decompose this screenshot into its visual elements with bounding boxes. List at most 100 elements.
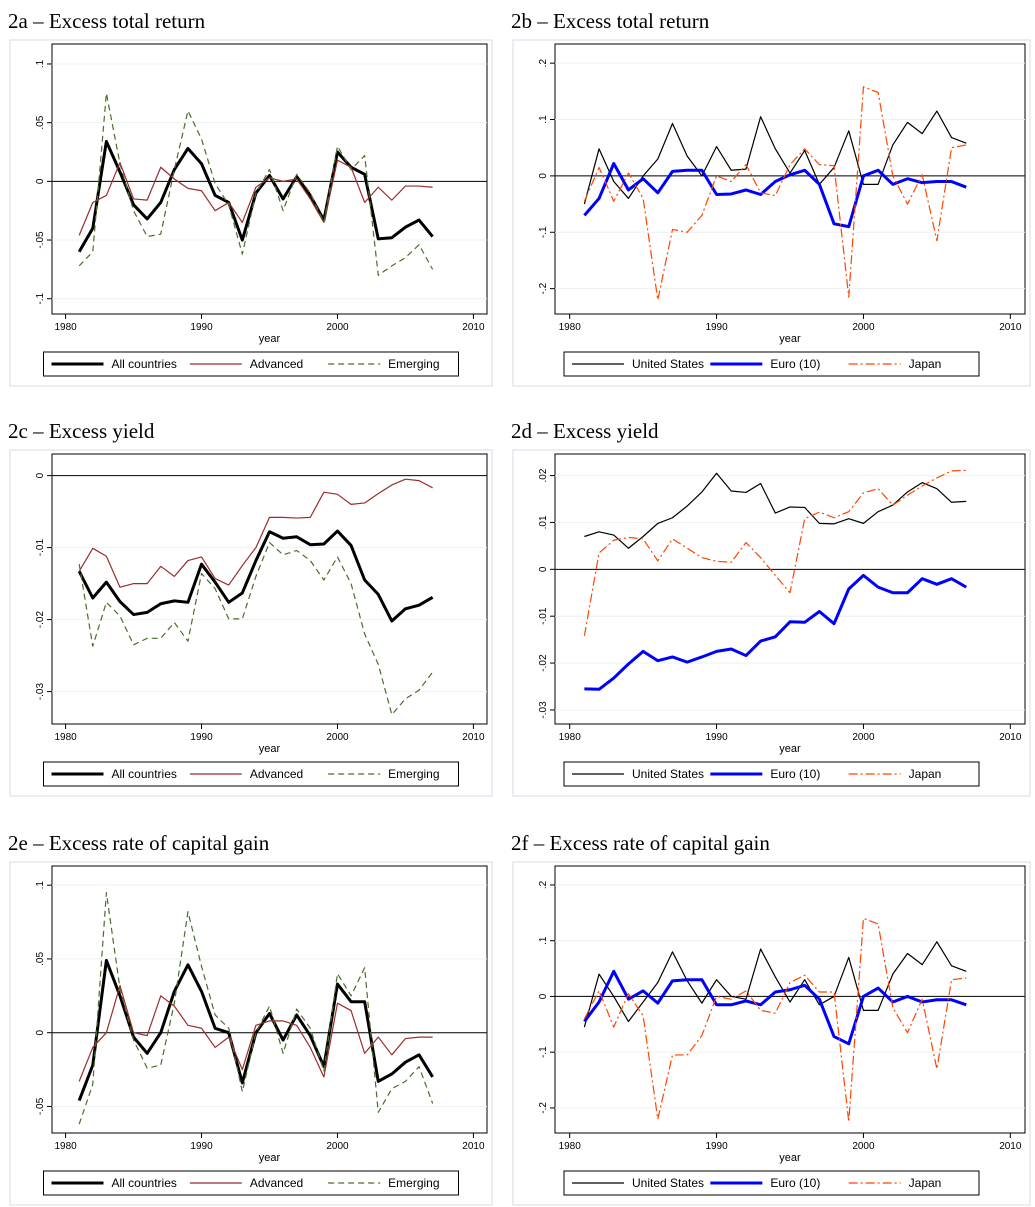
- y-tick-label: .1: [538, 115, 549, 124]
- legend-box: [563, 1170, 980, 1196]
- y-tick-label: -.01: [538, 607, 549, 625]
- chart-panel: 2e – Excess rate of capital gain -.05 0 .05…: [8, 831, 493, 1206]
- legend-label: Advanced: [250, 357, 303, 371]
- chart-panel: 2d – Excess yield -.03 -.02 -.01 0 .01 .02 1980…: [511, 419, 1031, 797]
- y-tick-label: .1: [538, 936, 549, 945]
- y-tick-label: 0: [35, 178, 46, 184]
- chart-panel: 2f – Excess rate of capital gain -.2 -.1 0.…: [511, 831, 1031, 1206]
- series-line: [583, 469, 967, 636]
- series-line: [583, 162, 967, 229]
- series-line: [77, 529, 434, 623]
- series-line: [78, 478, 433, 588]
- y-tick-label: -.02: [538, 654, 549, 672]
- chart-title: 2a – Excess total return: [8, 9, 206, 33]
- legend-label: Emerging: [388, 767, 439, 781]
- legend-label: Japan: [909, 357, 942, 371]
- x-axis-label: year: [779, 1152, 801, 1164]
- legend-box: [563, 761, 980, 787]
- legend-box: [43, 351, 459, 377]
- legend-label: United States: [632, 357, 704, 371]
- x-tick-label: 1990: [705, 1141, 728, 1152]
- x-tick-label: 1980: [559, 322, 582, 333]
- x-axis-label: year: [259, 743, 281, 755]
- y-tick-label: -.2: [538, 1102, 549, 1114]
- legend-label: Japan: [909, 767, 942, 781]
- x-tick-label: 1980: [54, 322, 77, 333]
- x-tick-label: 2010: [999, 732, 1022, 743]
- series-line: [584, 472, 967, 549]
- plot-area: [51, 865, 488, 1134]
- x-tick-label: 2000: [852, 322, 875, 333]
- x-tick-label: 2010: [462, 322, 485, 333]
- plot-area: [554, 453, 1026, 725]
- chart-title: 2f – Excess rate of capital gain: [511, 831, 770, 855]
- y-tick-label: .2: [538, 59, 549, 68]
- x-tick-label: 2000: [326, 322, 349, 333]
- y-tick-label: .1: [35, 881, 46, 890]
- legend-label: All countries: [112, 1176, 177, 1190]
- y-tick-label: .1: [35, 59, 46, 68]
- chart-title: 2d – Excess yield: [511, 419, 659, 443]
- x-tick-label: 2010: [462, 732, 485, 743]
- legend-box: [43, 761, 459, 787]
- legend-label: Advanced: [250, 1176, 303, 1190]
- legend-label: Emerging: [388, 1176, 439, 1190]
- series-line: [584, 573, 967, 691]
- x-tick-label: 1990: [705, 322, 728, 333]
- series-line: [78, 891, 434, 1125]
- series-line: [583, 917, 967, 1123]
- x-tick-label: 1980: [559, 1141, 582, 1152]
- chart-panel: 2c – Excess yield -.03 -.02 -.01 0 1980 1990 20…: [8, 419, 493, 797]
- plot-area: [51, 453, 488, 725]
- legend-label: Japan: [909, 1176, 942, 1190]
- legend-label: All countries: [112, 767, 177, 781]
- x-tick-label: 2000: [326, 732, 349, 743]
- legend-box: [43, 1170, 459, 1196]
- y-tick-label: 0: [35, 1029, 46, 1035]
- x-tick-label: 1980: [54, 732, 77, 743]
- x-axis-label: year: [259, 333, 281, 345]
- x-axis-label: year: [779, 333, 801, 345]
- y-tick-label: -.03: [538, 701, 549, 719]
- y-tick-label: -.05: [35, 1097, 46, 1115]
- x-tick-label: 2000: [852, 732, 875, 743]
- y-tick-label: -.01: [35, 539, 46, 557]
- y-tick-label: .05: [35, 115, 46, 129]
- x-axis-label: year: [779, 743, 801, 755]
- x-tick-label: 1990: [190, 322, 213, 333]
- chart-title: 2e – Excess rate of capital gain: [8, 831, 270, 855]
- y-tick-label: 0: [538, 993, 549, 999]
- y-tick-label: -.1: [538, 226, 549, 238]
- y-tick-label: .05: [35, 952, 46, 966]
- x-tick-label: 1980: [54, 1141, 77, 1152]
- legend-label: Euro (10): [770, 1176, 820, 1190]
- y-tick-label: 0: [538, 566, 549, 572]
- y-tick-label: .01: [538, 515, 549, 529]
- x-tick-label: 2010: [999, 322, 1022, 333]
- y-tick-label: .02: [538, 468, 549, 482]
- y-tick-label: 0: [538, 173, 549, 179]
- x-tick-label: 2000: [852, 1141, 875, 1152]
- x-tick-label: 2010: [462, 1141, 485, 1152]
- y-tick-label: -.1: [35, 292, 46, 304]
- x-tick-label: 2010: [999, 1141, 1022, 1152]
- series-line: [78, 159, 433, 236]
- legend-label: United States: [632, 1176, 704, 1190]
- x-tick-label: 1980: [559, 732, 582, 743]
- x-tick-label: 1990: [705, 732, 728, 743]
- y-tick-label: 0: [35, 472, 46, 478]
- x-tick-label: 1990: [190, 732, 213, 743]
- y-tick-label: -.1: [538, 1046, 549, 1058]
- series-line: [583, 969, 967, 1046]
- y-tick-label: -.2: [538, 282, 549, 294]
- legend-label: United States: [632, 767, 704, 781]
- legend-label: Advanced: [250, 767, 303, 781]
- series-line: [78, 541, 434, 716]
- chart-title: 2c – Excess yield: [8, 419, 155, 443]
- y-tick-label: -.03: [35, 683, 46, 701]
- series-line: [77, 958, 434, 1102]
- chart-panel: 2b – Excess total return -.2 -.1 0 .1 .2 1980 1…: [511, 9, 1031, 387]
- x-tick-label: 2000: [326, 1141, 349, 1152]
- series-line: [583, 110, 967, 205]
